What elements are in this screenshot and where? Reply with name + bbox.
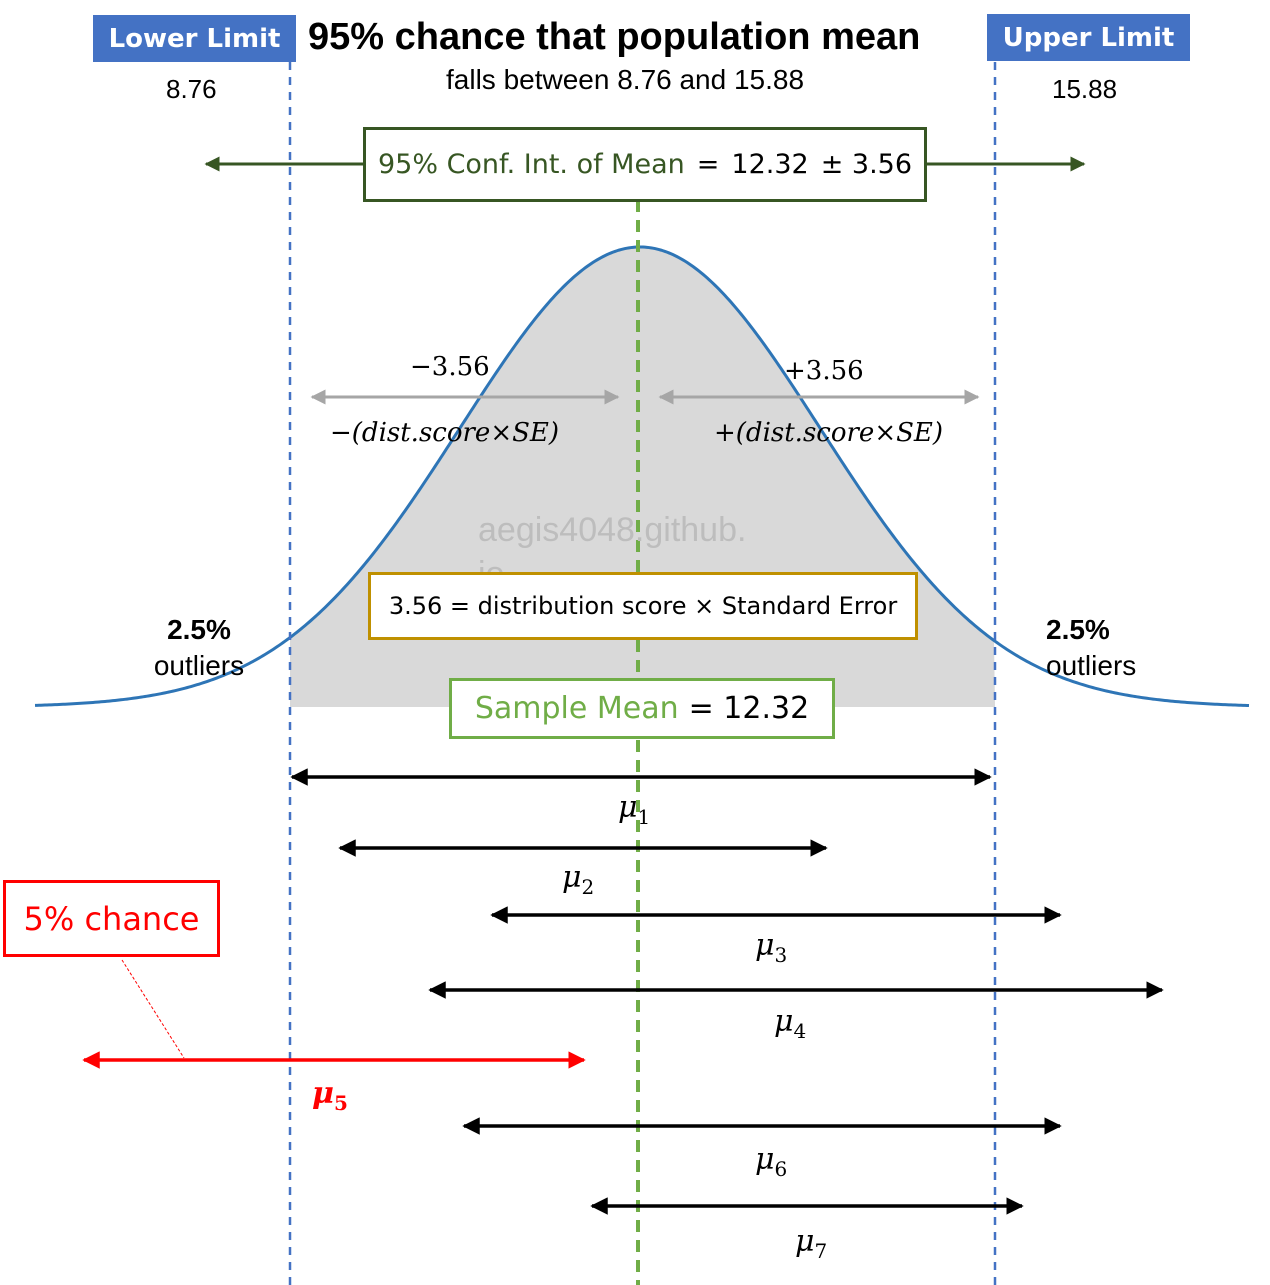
- confidence-interval-box: 95% Conf. Int. of Mean = 12.32 ± 3.56: [363, 127, 927, 202]
- mu-label-3: μ3: [755, 928, 788, 967]
- ci-value: 12.32: [731, 149, 809, 180]
- mu-label-5: μ5: [312, 1076, 348, 1115]
- minus-margin-value: −3.56: [410, 352, 490, 382]
- mu-label-7: μ7: [795, 1224, 828, 1263]
- right-tail-pct: 2.5%: [1046, 614, 1110, 645]
- plus-margin-expression: +(dist.score×SE): [714, 418, 944, 448]
- mu-label-2: μ2: [562, 860, 595, 899]
- right-tail-label: 2.5% outliers: [1030, 612, 1160, 684]
- plus-margin-value: +3.56: [784, 356, 864, 386]
- mu-label-4: μ4: [774, 1004, 807, 1043]
- left-tail-label: 2.5% outliers: [134, 612, 264, 684]
- subtitle: falls between 8.76 and 15.88: [446, 64, 805, 95]
- mu-label-1: μ1: [618, 790, 651, 829]
- lower-limit-value: 8.76: [166, 74, 217, 104]
- upper-limit-label: Upper Limit: [1002, 22, 1175, 53]
- lower-limit-label: Lower Limit: [108, 23, 281, 54]
- chance-box: 5% chance: [3, 880, 220, 957]
- minus-margin-expression: −(dist.score×SE): [330, 418, 560, 448]
- ci-margin: ± 3.56: [820, 149, 913, 180]
- upper-limit-badge: Upper Limit: [987, 14, 1190, 61]
- sample-mean-box: Sample Mean = 12.32: [449, 678, 835, 739]
- normal-curve: [34, 245, 1250, 707]
- sample-mean-value: = 12.32: [688, 691, 810, 726]
- left-tail-pct: 2.5%: [167, 614, 231, 645]
- right-tail-word: outliers: [1046, 650, 1137, 681]
- chance-pointer: [121, 959, 185, 1059]
- left-tail-word: outliers: [153, 650, 245, 681]
- lower-limit-badge: Lower Limit: [93, 15, 296, 62]
- ci-label: 95% Conf. Int. of Mean: [377, 149, 685, 180]
- formula-box: 3.56 = distribution score × Standard Err…: [368, 572, 918, 640]
- sample-mean-label: Sample Mean: [474, 691, 679, 726]
- ci-equals: =: [696, 149, 720, 180]
- watermark-line1: aegis4048.github.: [478, 511, 747, 549]
- title: 95% chance that population mean: [308, 16, 921, 58]
- mu-label-6: μ6: [755, 1142, 788, 1181]
- upper-limit-value: 15.88: [1052, 74, 1118, 104]
